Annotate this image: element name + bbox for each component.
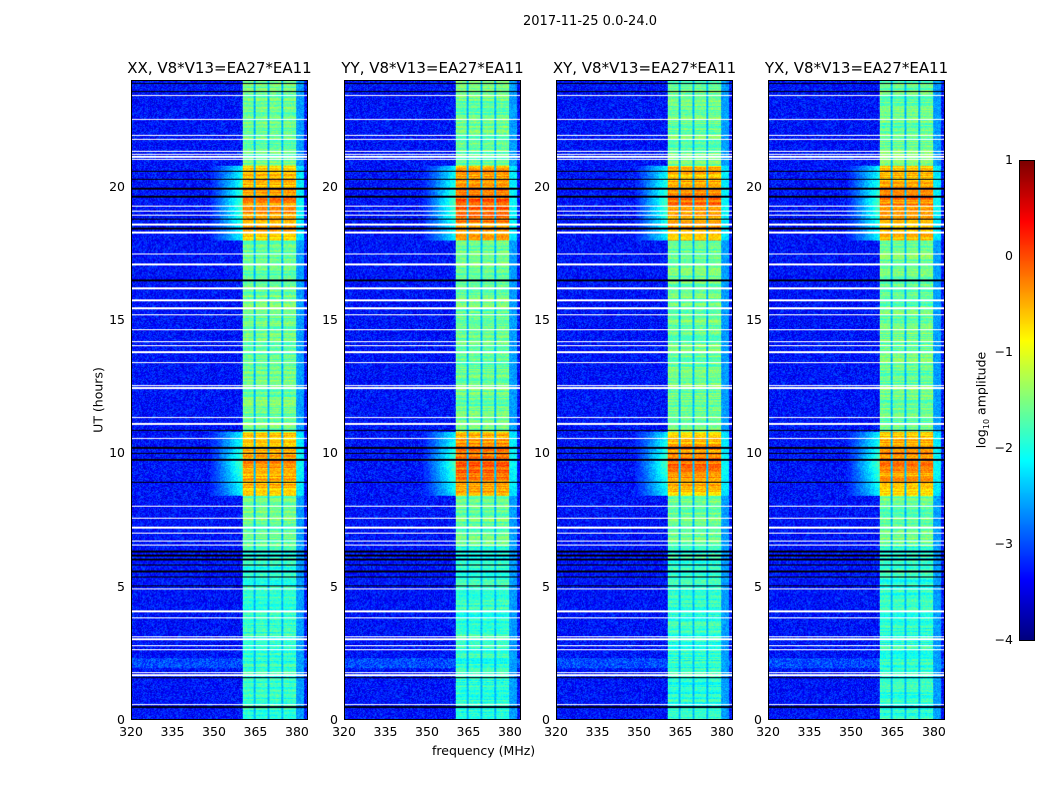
colorbar-tick-label: −1 <box>994 344 1013 359</box>
x-tick-label: 350 <box>415 724 439 739</box>
waterfall-panel-yy <box>344 80 521 720</box>
x-tick-label: 320 <box>544 724 568 739</box>
x-tick-label: 350 <box>627 724 651 739</box>
colorbar-tick-label: −3 <box>994 536 1013 551</box>
y-tick-label: 5 <box>117 578 125 594</box>
waterfall-panel-yx <box>768 80 945 720</box>
y-tick-label: 15 <box>109 312 125 327</box>
x-tick-label: 380 <box>922 724 946 739</box>
y-tick-label: 20 <box>534 178 550 194</box>
y-tick-label: 5 <box>754 578 762 594</box>
panel-title: XX, V8*V13=EA27*EA11 <box>127 59 312 77</box>
x-tick-label: 335 <box>797 724 822 739</box>
y-tick-label: 0 <box>330 712 338 727</box>
colorbar <box>1019 160 1035 641</box>
waterfall-panel-xx <box>131 80 308 720</box>
y-tick-label: 15 <box>322 312 338 327</box>
x-tick-label: 365 <box>243 724 268 739</box>
panel-title: XY, V8*V13=EA27*EA11 <box>552 59 737 77</box>
y-tick-label: 10 <box>322 445 338 461</box>
x-tick-label: 335 <box>585 724 610 739</box>
colorbar-tick-label: 1 <box>1005 152 1013 167</box>
y-tick-label: 20 <box>322 178 338 194</box>
colorbar-tick-label: −4 <box>994 632 1013 647</box>
x-tick-label: 320 <box>756 724 780 739</box>
y-tick-label: 10 <box>109 445 125 461</box>
y-tick-label: 5 <box>542 578 550 594</box>
x-tick-label: 335 <box>373 724 398 739</box>
panel-title: YX, V8*V13=EA27*EA11 <box>764 59 949 77</box>
x-tick-label: 320 <box>332 724 356 739</box>
x-axis-label: frequency (MHz) <box>432 743 536 758</box>
colorbar-label: log10 amplitude <box>973 351 991 449</box>
x-tick-label: 350 <box>202 724 226 739</box>
y-tick-label: 15 <box>534 312 550 327</box>
y-tick-label: 0 <box>542 712 550 727</box>
x-tick-label: 335 <box>160 724 185 739</box>
colorbar-tick-label: 0 <box>1005 248 1013 263</box>
x-tick-label: 350 <box>839 724 863 739</box>
x-tick-label: 365 <box>880 724 905 739</box>
x-tick-label: 320 <box>119 724 143 739</box>
y-tick-label: 5 <box>330 578 338 594</box>
x-tick-label: 365 <box>668 724 693 739</box>
y-tick-label: 10 <box>534 445 550 461</box>
y-axis-label: UT (hours) <box>90 367 106 433</box>
x-tick-label: 380 <box>710 724 734 739</box>
x-tick-label: 365 <box>456 724 481 739</box>
x-tick-label: 380 <box>285 724 309 739</box>
x-tick-label: 380 <box>498 724 522 739</box>
y-tick-label: 0 <box>117 712 125 727</box>
y-tick-label: 10 <box>746 445 762 461</box>
panel-title: YY, V8*V13=EA27*EA11 <box>341 59 524 77</box>
colorbar-tick-label: −2 <box>994 440 1013 455</box>
y-tick-label: 20 <box>746 178 762 194</box>
waterfall-panel-xy <box>556 80 733 720</box>
y-tick-label: 0 <box>754 712 762 727</box>
figure-title: 2017-11-25 0.0-24.0 <box>523 14 657 29</box>
y-tick-label: 15 <box>746 312 762 327</box>
y-tick-label: 20 <box>109 178 125 194</box>
